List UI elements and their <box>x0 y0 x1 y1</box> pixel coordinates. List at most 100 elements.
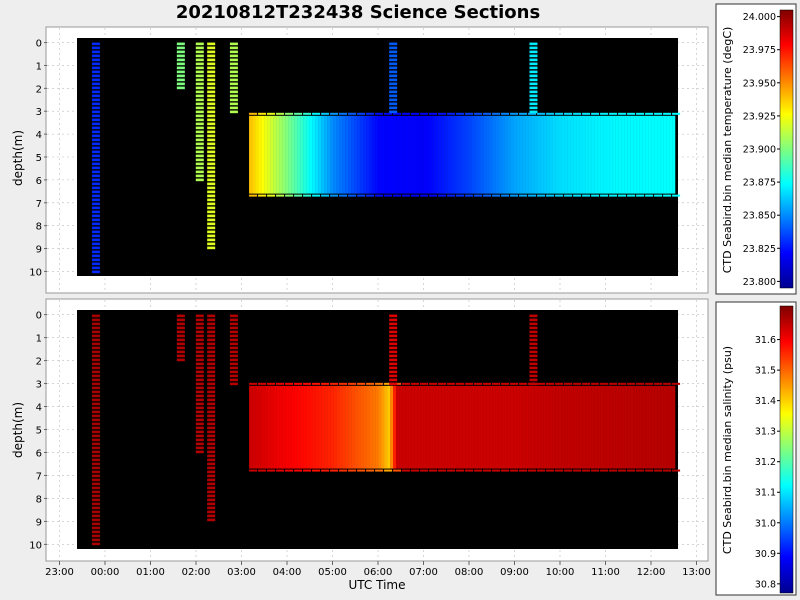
profile-sample <box>91 522 100 526</box>
profile-sample <box>389 366 398 370</box>
section-edge <box>384 382 393 385</box>
section-edge <box>654 112 663 115</box>
section-cell <box>417 115 421 194</box>
section-edge <box>609 382 618 385</box>
profile-sample <box>529 362 538 366</box>
profile-sample <box>529 382 538 386</box>
y-tick-label: 0 <box>36 311 42 322</box>
profile-sample <box>389 370 398 374</box>
profile-sample <box>389 102 398 106</box>
profile-sample <box>91 166 100 170</box>
section-cell <box>282 385 286 469</box>
profile-sample <box>229 98 238 102</box>
section-cell <box>543 385 547 469</box>
section-cell <box>330 385 334 469</box>
section-cell <box>627 115 631 194</box>
section-cell <box>309 385 313 469</box>
section-cell <box>612 385 616 469</box>
section-edge <box>618 469 627 472</box>
section-cell <box>585 115 589 194</box>
section-edge <box>456 469 465 472</box>
profile-sample <box>207 494 216 498</box>
section-cell <box>333 385 337 469</box>
profile-sample <box>91 482 100 486</box>
profile-sample <box>207 42 216 46</box>
section-cell <box>543 115 547 194</box>
salinity-marks <box>91 314 681 546</box>
profile-sample <box>229 362 238 366</box>
profile-sample <box>207 222 216 226</box>
profile-sample <box>207 134 216 138</box>
profile-sample <box>195 366 204 370</box>
profile-sample <box>207 330 216 334</box>
section-edge <box>582 469 591 472</box>
section-edge <box>384 194 393 197</box>
section-cell <box>660 385 664 469</box>
profile-sample <box>229 50 238 54</box>
section-cell <box>507 115 511 194</box>
section-cell <box>567 115 571 194</box>
profile-sample <box>91 126 100 130</box>
profile-sample <box>91 486 100 490</box>
profile-sample <box>195 78 204 82</box>
section-edge <box>600 194 609 197</box>
profile-sample <box>229 330 238 334</box>
section-cell <box>660 115 664 194</box>
profile-sample <box>91 518 100 522</box>
section-cell <box>642 115 646 194</box>
profile-sample <box>91 246 100 250</box>
profile-sample <box>207 118 216 122</box>
profile-sample <box>195 50 204 54</box>
profile-sample <box>91 454 100 458</box>
x-tick-label: 00:00 <box>91 567 120 578</box>
profile-sample <box>207 466 216 470</box>
section-cell <box>636 115 640 194</box>
section-cell <box>387 385 391 469</box>
section-cell <box>525 115 529 194</box>
profile-sample <box>529 366 538 370</box>
profile-sample <box>389 346 398 350</box>
profile-sample <box>229 342 238 346</box>
section-cell <box>315 115 319 194</box>
profile-sample <box>91 46 100 50</box>
section-cell <box>531 115 535 194</box>
colorbar-tick-label: 31.1 <box>755 488 776 499</box>
section-cell <box>267 115 271 194</box>
section-cell <box>504 115 508 194</box>
section-cell <box>420 385 424 469</box>
y-tick-label: 5 <box>36 426 42 437</box>
section-cell <box>261 115 265 194</box>
section-cell <box>297 385 301 469</box>
section-edge <box>321 382 330 385</box>
section-edge <box>465 469 474 472</box>
profile-sample <box>176 62 185 66</box>
profile-sample <box>195 98 204 102</box>
section-cell <box>432 115 436 194</box>
salinity-colorbar-ticks: 31.6 31.5 31.4 31.3 31.2 31.1 31.0 30.9 30.8 <box>755 335 780 590</box>
section-edge <box>519 469 528 472</box>
x-tick-label: 12:00 <box>637 567 666 578</box>
temperature-y-ticks: 0 1 2 3 4 5 6 7 8 9 10 <box>29 39 47 278</box>
section-edge <box>330 112 339 115</box>
section-edge <box>366 112 375 115</box>
profile-sample <box>207 398 216 402</box>
section-cell <box>381 385 385 469</box>
profile-sample <box>207 366 216 370</box>
y-tick-label: 7 <box>36 199 42 210</box>
section-edge <box>510 469 519 472</box>
section-edge <box>321 469 330 472</box>
section-cell <box>321 385 325 469</box>
section-cell <box>615 115 619 194</box>
section-edge <box>438 382 447 385</box>
temperature-marks <box>91 42 681 274</box>
profile-sample <box>91 122 100 126</box>
profile-sample <box>195 114 204 118</box>
section-cell <box>462 385 466 469</box>
section-edge <box>312 469 321 472</box>
profile-sample <box>195 90 204 94</box>
section-cell <box>630 385 634 469</box>
section-edge <box>465 194 474 197</box>
section-cell <box>513 115 517 194</box>
profile-sample <box>207 178 216 182</box>
profile-sample <box>91 418 100 422</box>
